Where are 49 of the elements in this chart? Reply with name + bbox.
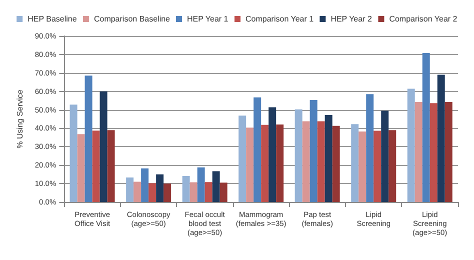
bar <box>141 168 149 202</box>
bar <box>332 126 340 202</box>
bar <box>414 102 422 202</box>
bar <box>261 124 269 202</box>
bar <box>351 124 359 202</box>
bar <box>358 132 366 202</box>
bar <box>374 130 382 202</box>
bar <box>422 52 430 202</box>
bar <box>190 182 198 202</box>
bar <box>148 183 156 202</box>
bar <box>204 182 212 202</box>
legend-label: Comparison Year 2 <box>389 14 458 24</box>
y-axis-title: % Using Service <box>16 89 24 148</box>
bar <box>84 76 92 202</box>
bar <box>182 176 190 202</box>
bar <box>156 174 164 202</box>
bar <box>302 121 310 202</box>
bar <box>324 114 332 202</box>
bar <box>77 134 85 202</box>
bar <box>310 100 318 202</box>
bar <box>246 128 254 202</box>
bar <box>317 121 325 202</box>
bar <box>92 130 100 202</box>
bar <box>164 184 172 202</box>
legend-label: Comparison Year 1 <box>246 14 314 24</box>
bar <box>268 107 276 202</box>
bar <box>212 171 220 202</box>
bar <box>276 124 284 202</box>
bar <box>444 102 452 202</box>
bar <box>254 97 262 202</box>
bar <box>381 110 389 202</box>
bar <box>134 182 142 202</box>
bar <box>100 91 108 202</box>
bar <box>220 182 228 202</box>
legend-label: Comparison Baseline <box>94 14 171 24</box>
bar <box>126 177 134 202</box>
legend-label: HEP Baseline <box>28 14 78 24</box>
bar <box>366 94 374 202</box>
bar <box>430 103 438 202</box>
bar <box>437 74 445 202</box>
bar <box>238 116 246 202</box>
bar <box>388 130 396 202</box>
legend-label: HEP Year 2 <box>330 14 372 24</box>
bar <box>70 104 78 202</box>
bar <box>407 88 415 202</box>
legend-label: HEP Year 1 <box>187 14 229 24</box>
bar <box>197 167 205 202</box>
bar <box>107 130 115 202</box>
bar <box>294 109 302 202</box>
